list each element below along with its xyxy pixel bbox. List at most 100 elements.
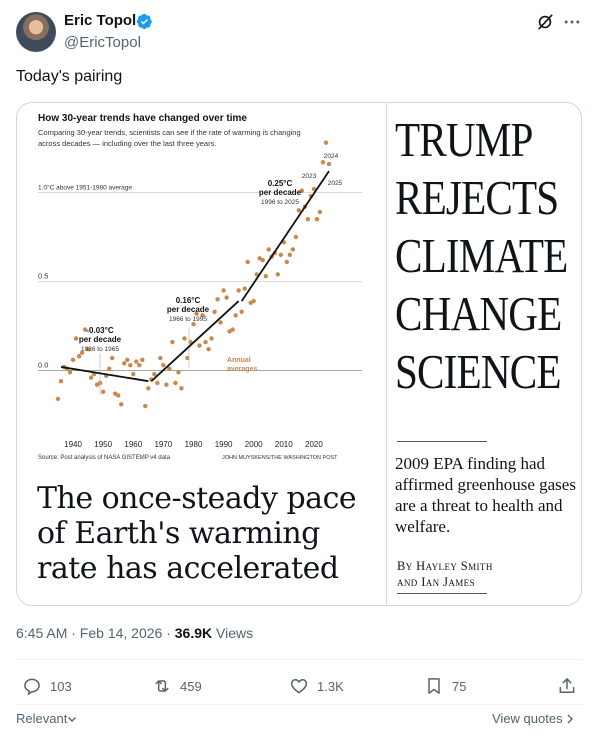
chart-subtitle: Comparing 30-year trends, scientists can… bbox=[38, 128, 301, 148]
data-point bbox=[143, 403, 148, 409]
tweet-image[interactable]: How 30-year trends have changed over tim… bbox=[16, 102, 582, 606]
repost-count: 459 bbox=[180, 678, 202, 694]
data-point bbox=[278, 252, 284, 257]
x-tick-label: 1990 bbox=[215, 440, 233, 449]
trend-years: 1966 to 1995 bbox=[169, 316, 207, 323]
data-point bbox=[218, 320, 223, 325]
warming-chart: 1.0°C above 1951-1980 average 0.5 0.0 1940 1… bbox=[38, 140, 362, 449]
data-point bbox=[230, 327, 235, 332]
author-name[interactable]: Eric Topol bbox=[64, 12, 137, 29]
sort-replies-dropdown[interactable]: Relevant bbox=[16, 711, 77, 726]
data-point bbox=[275, 272, 280, 277]
byline: By Hayley Smith and Ian James bbox=[397, 558, 493, 590]
data-point bbox=[239, 309, 244, 314]
data-point bbox=[293, 234, 299, 240]
data-point bbox=[146, 386, 151, 391]
article-dek: 2009 EPA finding had affirmed greenhouse… bbox=[395, 454, 576, 536]
data-point bbox=[176, 370, 181, 375]
view-quotes-label: View quotes bbox=[492, 711, 563, 726]
data-point bbox=[296, 208, 302, 213]
data-point bbox=[173, 380, 178, 386]
separator bbox=[16, 659, 582, 660]
y-tick-label: 1.0°C above 1951-1980 average bbox=[38, 184, 132, 192]
data-point bbox=[167, 366, 172, 371]
trend-unit: per decade bbox=[167, 305, 210, 314]
heart-icon bbox=[290, 678, 308, 694]
data-point bbox=[287, 252, 293, 257]
chevron-right-icon bbox=[567, 714, 574, 724]
data-point bbox=[263, 273, 268, 279]
data-point bbox=[266, 247, 271, 252]
data-point bbox=[215, 297, 220, 302]
x-tick-label: 1960 bbox=[124, 440, 142, 449]
data-point bbox=[106, 366, 112, 371]
headline-line: REJECTS bbox=[395, 170, 559, 225]
data-point bbox=[290, 247, 296, 252]
data-point bbox=[320, 160, 326, 165]
data-point bbox=[233, 313, 238, 318]
views-count: 36.9K bbox=[174, 625, 213, 641]
data-point bbox=[67, 370, 73, 375]
byline-line: By Hayley Smith bbox=[397, 559, 493, 573]
data-point bbox=[88, 375, 94, 380]
data-point bbox=[122, 361, 127, 366]
chart-headline: The once-steady pace of Earth's warming … bbox=[37, 481, 357, 586]
grok-icon[interactable] bbox=[535, 12, 555, 32]
views-label: Views bbox=[212, 625, 254, 641]
data-point bbox=[182, 336, 187, 341]
data-point bbox=[100, 389, 106, 395]
repost-icon bbox=[155, 680, 169, 692]
reply-button[interactable]: 103 bbox=[22, 676, 72, 696]
data-point bbox=[191, 322, 196, 327]
trend-line bbox=[60, 366, 149, 383]
headline-line: CLIMATE bbox=[395, 228, 568, 283]
data-point bbox=[194, 311, 199, 316]
data-point bbox=[326, 161, 332, 167]
data-point bbox=[76, 354, 82, 359]
data-point bbox=[161, 362, 166, 368]
headline-line: TRUMP bbox=[395, 112, 533, 167]
data-point bbox=[200, 313, 205, 318]
data-point bbox=[137, 362, 142, 368]
data-point bbox=[116, 393, 121, 398]
point-year-label: 2023 bbox=[302, 173, 317, 180]
data-point bbox=[82, 327, 88, 332]
y-tick-label: 0.5 bbox=[38, 272, 48, 281]
byline-line: and Ian James bbox=[397, 575, 475, 589]
data-point bbox=[155, 380, 160, 386]
data-point bbox=[158, 355, 163, 361]
data-point bbox=[85, 346, 91, 352]
more-options-icon[interactable] bbox=[562, 12, 582, 32]
chevron-down-icon bbox=[68, 717, 77, 722]
like-button[interactable]: 1.3K bbox=[289, 676, 344, 696]
reply-icon bbox=[24, 678, 40, 696]
repost-button[interactable]: 459 bbox=[152, 676, 202, 696]
divider-rule bbox=[397, 441, 487, 442]
data-point bbox=[323, 140, 329, 145]
chart-title: How 30-year trends have changed over tim… bbox=[38, 113, 247, 124]
trend-years: 1936 to 1965 bbox=[81, 346, 119, 353]
data-point bbox=[284, 259, 290, 265]
data-point bbox=[70, 357, 76, 363]
data-point bbox=[305, 217, 311, 222]
trend-unit: per decade bbox=[259, 188, 302, 197]
tweet-text: Today's pairing bbox=[16, 68, 123, 85]
data-point bbox=[314, 217, 320, 222]
data-point bbox=[152, 371, 157, 377]
data-point bbox=[299, 188, 305, 193]
share-icon[interactable] bbox=[557, 676, 577, 696]
avatar[interactable] bbox=[16, 12, 56, 52]
data-point bbox=[197, 343, 202, 348]
post-time[interactable]: 6:45 AM · Feb 14, 2026 · bbox=[16, 625, 175, 641]
author-handle[interactable]: @EricTopol bbox=[64, 34, 141, 51]
bookmark-button[interactable]: 75 bbox=[424, 676, 466, 696]
tweet-timestamp[interactable]: 6:45 AM · Feb 14, 2026 · 36.9K Views bbox=[16, 625, 253, 641]
data-point bbox=[209, 336, 214, 341]
view-quotes-link[interactable]: View quotes bbox=[492, 711, 574, 726]
data-point bbox=[224, 295, 229, 300]
x-tick-label: 2010 bbox=[275, 440, 293, 449]
trend-unit: per decade bbox=[79, 335, 122, 344]
data-point bbox=[73, 336, 79, 341]
data-point bbox=[110, 355, 115, 361]
chart-source: Source: Post analysis of NASA GISTEMP v4… bbox=[38, 455, 170, 461]
